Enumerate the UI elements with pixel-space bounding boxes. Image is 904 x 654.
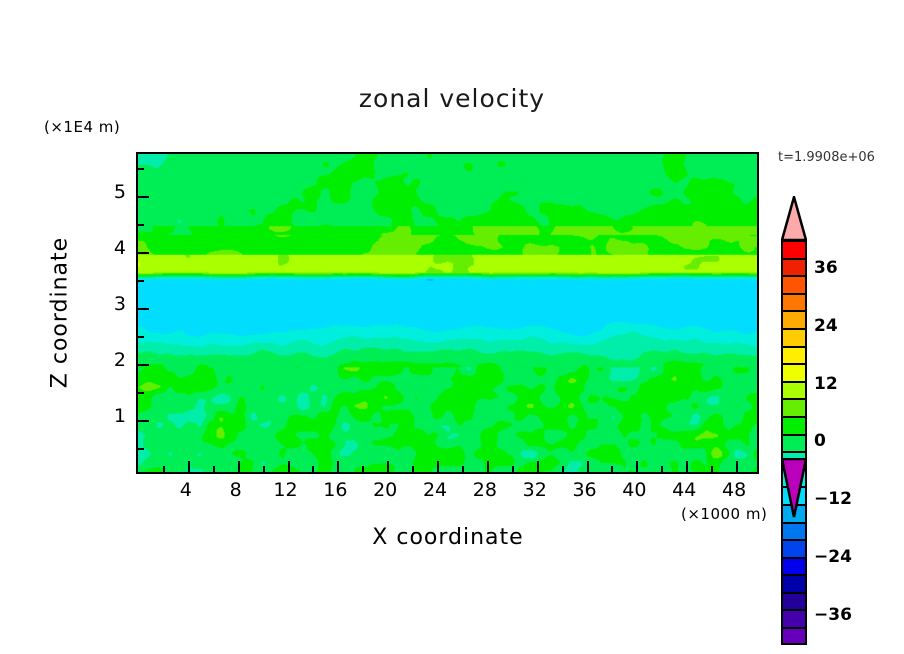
x-tick-label: 20 bbox=[373, 479, 398, 501]
x-tick-label: 40 bbox=[622, 479, 647, 501]
colorbar-tick-label: −36 bbox=[814, 604, 852, 625]
y-tick-minor bbox=[138, 224, 144, 226]
colorbar-cell bbox=[781, 327, 807, 346]
colorbar-tick-label: 24 bbox=[814, 315, 838, 336]
x-tick-minor bbox=[262, 466, 265, 472]
contour-field bbox=[138, 154, 757, 472]
colorbar-cell bbox=[781, 275, 807, 293]
x-tick-minor bbox=[412, 466, 415, 472]
y-tick-minor bbox=[138, 168, 144, 170]
y-tick bbox=[138, 420, 149, 422]
y-axis-unit-label: (×1E4 m) bbox=[44, 118, 121, 136]
x-tick-minor bbox=[461, 466, 464, 472]
colorbar-cell bbox=[781, 257, 807, 276]
colorbar-tick-label: 12 bbox=[814, 373, 838, 394]
x-tick-minor bbox=[312, 466, 315, 472]
colorbar-cell bbox=[781, 363, 807, 381]
x-tick-minor bbox=[711, 466, 714, 472]
x-tick bbox=[187, 461, 190, 472]
colorbar-cell bbox=[781, 591, 807, 610]
x-tick bbox=[437, 461, 440, 472]
timestamp-label: t=1.9908e+06 bbox=[778, 150, 875, 165]
colorbar-cell bbox=[781, 574, 807, 592]
colorbar-cell bbox=[781, 310, 807, 328]
y-tick-minor bbox=[138, 392, 144, 394]
colorbar-cell bbox=[781, 240, 807, 258]
colorbar-over-arrow bbox=[780, 192, 808, 242]
colorbar-cell bbox=[781, 380, 807, 399]
y-tick-label: 2 bbox=[113, 349, 126, 371]
colorbar-tick-label: −24 bbox=[814, 547, 852, 568]
x-tick bbox=[586, 461, 589, 472]
colorbar-tick-label: 36 bbox=[814, 257, 838, 278]
x-tick bbox=[287, 461, 290, 472]
colorbar-tick-label: 0 bbox=[814, 431, 826, 452]
x-tick bbox=[636, 461, 639, 472]
x-tick-label: 16 bbox=[323, 479, 348, 501]
x-tick-minor bbox=[736, 466, 739, 472]
x-tick-minor bbox=[611, 466, 614, 472]
page-title: zonal velocity bbox=[358, 84, 546, 113]
x-tick-label: 8 bbox=[229, 479, 242, 501]
x-tick bbox=[337, 461, 340, 472]
y-tick-minor bbox=[138, 280, 144, 282]
y-tick bbox=[138, 308, 149, 310]
colorbar-tick-label: −12 bbox=[814, 489, 852, 510]
y-tick bbox=[138, 252, 149, 254]
colorbar-cell bbox=[781, 521, 807, 540]
x-tick-label: 4 bbox=[179, 479, 192, 501]
y-tick-minor bbox=[138, 448, 144, 450]
colorbar-under-arrow bbox=[780, 457, 808, 518]
y-tick bbox=[138, 364, 149, 366]
y-tick bbox=[138, 196, 149, 198]
y-tick-minor bbox=[138, 336, 144, 338]
colorbar-cell bbox=[781, 609, 807, 628]
colorbar-cell bbox=[781, 556, 807, 575]
x-axis-title: X coordinate bbox=[372, 525, 524, 550]
x-tick-label: 44 bbox=[672, 479, 697, 501]
colorbar-cell bbox=[781, 627, 807, 645]
colorbar-cell bbox=[781, 415, 807, 434]
y-tick-label: 5 bbox=[113, 181, 126, 203]
colorbar-cell bbox=[781, 398, 807, 416]
x-tick-label: 36 bbox=[572, 479, 597, 501]
colorbar bbox=[781, 240, 807, 645]
x-tick-label: 12 bbox=[273, 479, 298, 501]
x-tick bbox=[536, 461, 539, 472]
y-tick-label: 4 bbox=[113, 237, 126, 259]
x-tick-label: 24 bbox=[422, 479, 448, 501]
x-tick-minor bbox=[162, 466, 165, 472]
colorbar-cell bbox=[781, 539, 807, 557]
x-tick bbox=[486, 461, 489, 472]
y-tick-label: 3 bbox=[113, 293, 126, 315]
colorbar-cell bbox=[781, 345, 807, 364]
x-tick-minor bbox=[511, 466, 514, 472]
x-tick-label: 32 bbox=[522, 479, 547, 501]
colorbar-cell bbox=[781, 433, 807, 452]
contour-plot-area bbox=[136, 152, 759, 474]
y-axis-title: Z coordinate bbox=[47, 236, 73, 389]
x-axis-unit-label: (×1000 m) bbox=[681, 505, 768, 523]
x-tick-minor bbox=[362, 466, 365, 472]
y-tick-label: 1 bbox=[113, 405, 126, 427]
x-tick-minor bbox=[661, 466, 664, 472]
x-tick-label: 48 bbox=[721, 479, 747, 501]
x-tick bbox=[387, 461, 390, 472]
x-tick-minor bbox=[561, 466, 564, 472]
x-tick bbox=[686, 461, 689, 472]
x-tick-label: 28 bbox=[472, 479, 497, 501]
x-tick-minor bbox=[212, 466, 215, 472]
x-tick bbox=[237, 461, 240, 472]
colorbar-cell bbox=[781, 292, 807, 311]
